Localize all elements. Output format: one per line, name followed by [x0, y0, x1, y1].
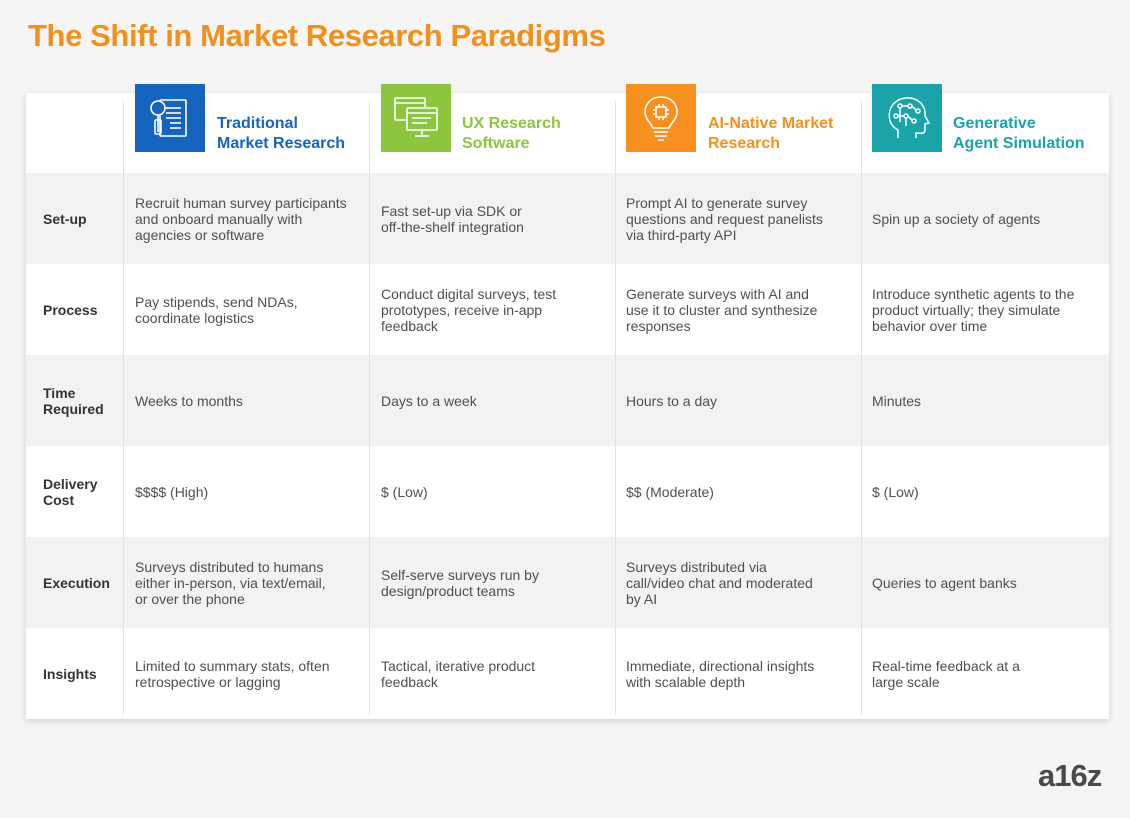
column-divider	[369, 101, 370, 715]
table-cell: Hours to a day	[626, 392, 718, 409]
table-cell: Tactical, iterative product feedback	[381, 657, 536, 690]
table-cell: Surveys distributed via call/video chat a…	[626, 558, 813, 607]
table-cell: Minutes	[872, 392, 922, 409]
column-title-line: Software	[462, 135, 530, 152]
row-label-delivery-cost: Delivery Cost	[43, 475, 98, 508]
column-title-line: Generative	[953, 115, 1036, 132]
row-band-setup	[26, 173, 1109, 264]
column-title-line: Traditional	[217, 115, 298, 132]
column-header-traditional: Traditional Market Research	[217, 114, 367, 154]
table-cell: Limited to summary stats, often retrospec…	[135, 657, 330, 690]
row-band-time	[26, 355, 1109, 446]
column-title-line: UX Research	[462, 115, 561, 132]
row-label-execution: Execution	[43, 574, 110, 591]
row-label-process: Process	[43, 301, 98, 318]
a16z-logo: a16z	[1038, 758, 1102, 793]
table-cell: Prompt AI to generate survey questions an…	[626, 194, 823, 243]
table-cell: $ (Low)	[872, 483, 919, 500]
table-cell: Surveys distributed to humans either in-p…	[135, 558, 326, 607]
page-title: The Shift in Market Research Paradigms	[28, 18, 606, 53]
table-cell: Days to a week	[381, 392, 477, 409]
computer-screens-icon	[381, 84, 451, 152]
column-divider	[615, 101, 616, 715]
row-label-setup: Set-up	[43, 210, 87, 227]
table-cell: $$ (Moderate)	[626, 483, 714, 500]
table-cell: Real-time feedback at a large scale	[872, 657, 1020, 690]
table-cell: Self-serve surveys run by design/product …	[381, 566, 539, 599]
table-cell: Pay stipends, send NDAs, coordinate logis…	[135, 293, 298, 326]
table-cell: Recruit human survey participants and onb…	[135, 194, 347, 243]
row-label-insights: Insights	[43, 665, 97, 682]
column-header-ux: UX Research Software	[462, 114, 612, 154]
column-divider	[861, 101, 862, 715]
table-cell: $$$$ (High)	[135, 483, 209, 500]
column-header-ai-native: AI-Native Market Research	[708, 114, 858, 154]
table-cell: Immediate, directional insights with scal…	[626, 657, 815, 690]
table-cell: Conduct digital surveys, test prototypes,…	[381, 285, 557, 334]
column-title-line: Agent Simulation	[953, 135, 1085, 152]
table-cell: Introduce synthetic agents to the product…	[872, 285, 1075, 334]
row-band-execution	[26, 537, 1109, 628]
column-header-generative: Generative Agent Simulation	[953, 114, 1103, 154]
table-cell: Generate surveys with AI and use it to cl…	[626, 285, 818, 334]
column-title-line: AI-Native Market	[708, 115, 834, 132]
table-cell: Spin up a society of agents	[872, 210, 1041, 227]
column-title-line: Market Research	[217, 135, 346, 152]
row-label-time-required: Time Required	[43, 384, 104, 417]
column-title-line: Research	[708, 135, 781, 152]
table-cell: $ (Low)	[381, 483, 428, 500]
head-circuit-icon	[872, 84, 942, 152]
comparison-table: Traditional Market Research UX Research …	[26, 84, 1109, 719]
table-cell: Queries to agent banks	[872, 574, 1017, 591]
table-cell: Weeks to months	[135, 392, 243, 409]
column-divider	[123, 101, 124, 715]
lightbulb-circuit-icon	[626, 84, 696, 152]
document-inspection-icon	[135, 84, 205, 152]
table-cell: Fast set-up via SDK or off-the-shelf inte…	[381, 202, 524, 235]
